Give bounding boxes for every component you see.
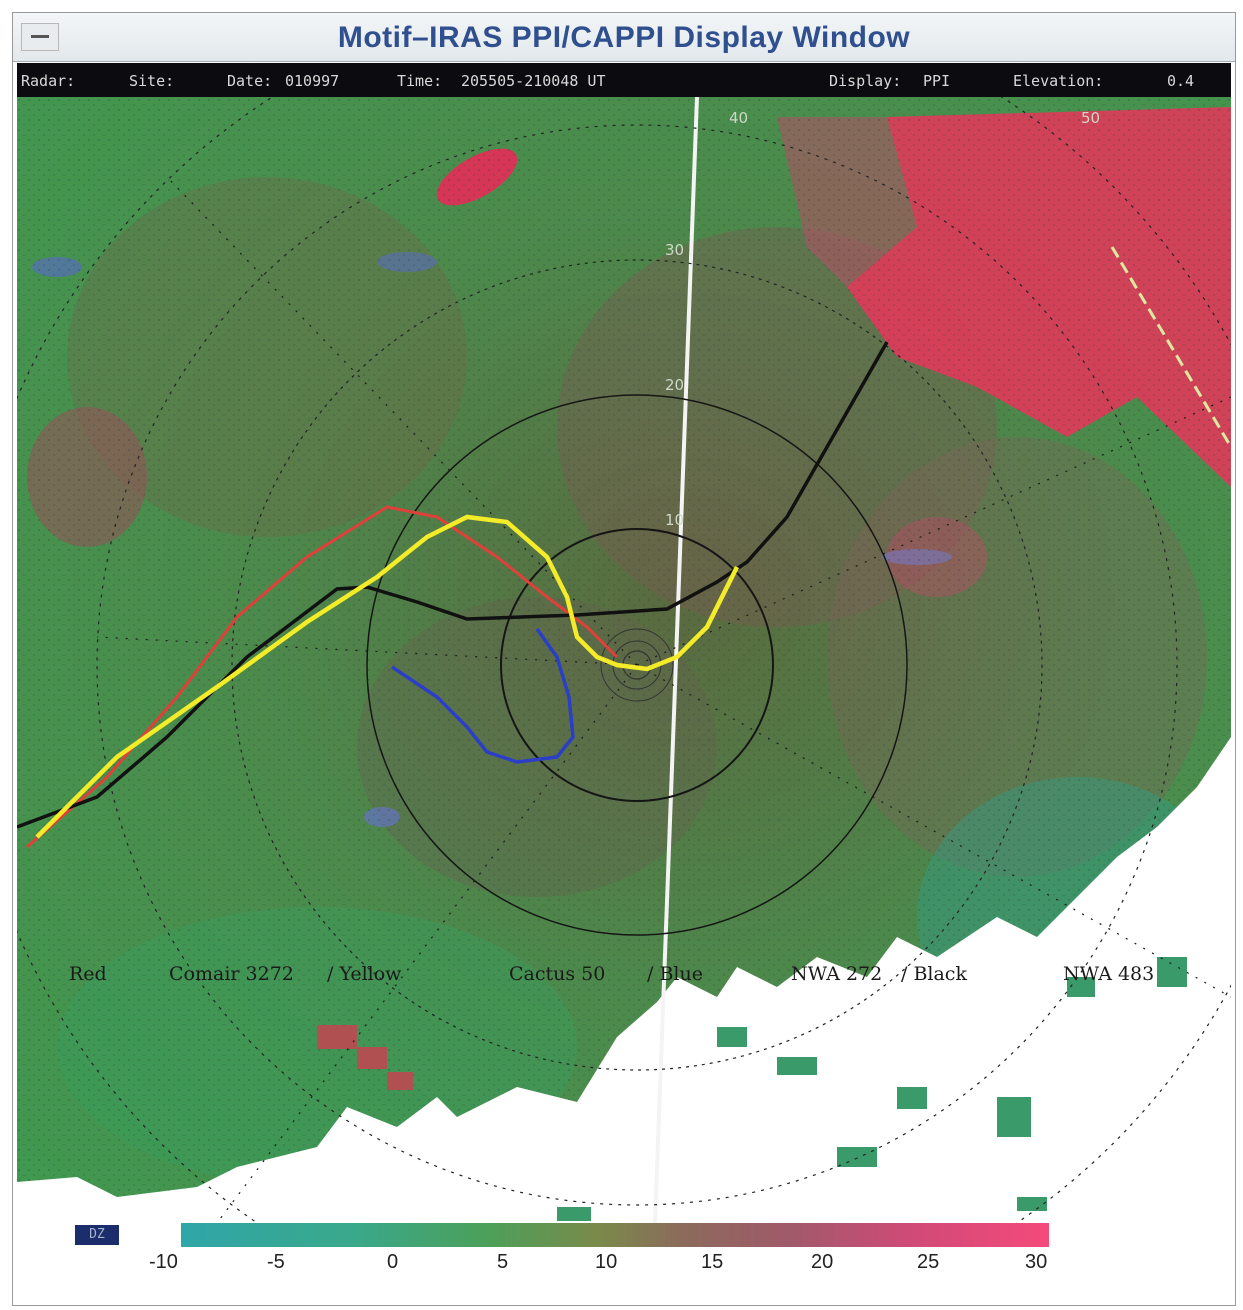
colorbar-tick: 20 <box>811 1251 834 1273</box>
legend-black-flight: NWA 483 <box>1063 963 1154 985</box>
ppi-radar-image[interactable]: 10 20 30 40 50 Red Comair 3272 / Yellow … <box>17 97 1231 1223</box>
colorbar-tick: 25 <box>917 1251 940 1273</box>
no-echo-region <box>17 737 1231 1223</box>
legend-blue-label: / Blue <box>647 963 703 985</box>
menu-icon <box>31 35 49 38</box>
ppi-display-window: Motif–IRAS PPI/CAPPI Display Window Rada… <box>12 12 1236 1306</box>
colorbar-tick: 0 <box>387 1251 399 1273</box>
date-label: Date: <box>227 72 273 90</box>
track-yellow <box>35 514 740 839</box>
ring-label-40: 40 <box>729 109 748 127</box>
colorbar-tick: 15 <box>701 1251 724 1273</box>
title-bar[interactable]: Motif–IRAS PPI/CAPPI Display Window <box>13 13 1235 62</box>
display-label: Display: <box>829 72 902 90</box>
colorbar-tick: 30 <box>1025 1251 1048 1273</box>
ring-label-30: 30 <box>665 241 684 259</box>
display-value: PPI <box>923 72 951 90</box>
legend-yellow-flight: Cactus 50 <box>509 963 605 985</box>
legend-red-label: Red <box>69 963 107 985</box>
colorbar-tick: 5 <box>497 1251 509 1273</box>
radar-info-bar: Radar: Site: Date: 010997 Time: 205505-2… <box>17 63 1231 97</box>
range-ring-labels: 10 20 30 40 50 <box>665 109 1100 529</box>
window-title: Motif–IRAS PPI/CAPPI Display Window <box>337 21 911 54</box>
ring-label-20: 20 <box>665 376 684 394</box>
track-red <box>26 505 619 849</box>
track-legend: Red Comair 3272 / Yellow Cactus 50 / Blu… <box>69 963 1154 985</box>
legend-red-flight: Comair 3272 <box>169 963 294 985</box>
colorbar-tick: -5 <box>267 1251 285 1273</box>
colorbar-unit-tag: DZ <box>75 1225 119 1245</box>
red-echo-cells <box>317 1025 413 1090</box>
date-value: 010997 <box>285 72 340 90</box>
radial-marker-line-ne <box>1110 246 1231 448</box>
residual-echo-cells <box>557 957 1187 1221</box>
ring-label-10: 10 <box>665 511 684 529</box>
ring-label-50: 50 <box>1081 109 1100 127</box>
azimuth-radials <box>96 176 1231 1223</box>
colorbar-panel: DZ -10 -5 0 5 10 15 20 25 30 <box>13 1209 1235 1305</box>
legend-black-label: / Black <box>901 963 967 985</box>
radar-label: Radar: <box>21 72 76 90</box>
track-black <box>17 341 889 829</box>
site-label: Site: <box>129 72 175 90</box>
time-label: Time: <box>397 72 443 90</box>
elevation-value: 0.4 <box>1167 72 1195 90</box>
track-blue <box>391 627 575 764</box>
reflectivity-colorbar <box>181 1223 1049 1247</box>
radial-marker-line <box>653 97 699 1223</box>
legend-yellow-label: / Yellow <box>327 963 402 985</box>
window-menu-button[interactable] <box>21 23 59 51</box>
elevation-label: Elevation: <box>1013 72 1104 90</box>
colorbar-tick: -10 <box>149 1251 178 1273</box>
range-rings <box>17 97 1231 1223</box>
legend-blue-flight: NWA 272 <box>791 963 882 985</box>
time-value: 205505-210048 UT <box>461 72 606 90</box>
colorbar-tick: 10 <box>595 1251 618 1273</box>
